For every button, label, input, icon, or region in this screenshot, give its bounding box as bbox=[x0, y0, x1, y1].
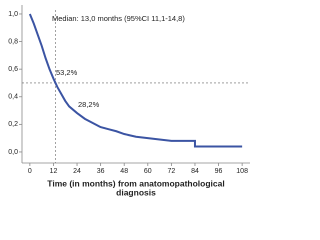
y-tick-label: 0,4 bbox=[8, 94, 18, 101]
x-axis-title: Time (in months) from anatomopathologica… bbox=[47, 178, 224, 188]
annotation: Median: 13,0 months (95%CI 11,1-14,8) bbox=[52, 14, 185, 23]
y-tick-label: 1,0 bbox=[8, 11, 18, 18]
y-tick-label: 0,6 bbox=[8, 66, 18, 73]
x-tick-label: 0 bbox=[28, 168, 32, 175]
annotation: 53,2% bbox=[56, 68, 78, 77]
y-tick-label: 0,0 bbox=[8, 149, 18, 156]
x-tick-label: 108 bbox=[236, 168, 248, 175]
x-tick-label: 60 bbox=[144, 168, 152, 175]
x-axis-title: diagnosis bbox=[116, 187, 156, 197]
x-tick-label: 12 bbox=[50, 168, 58, 175]
x-tick-label: 84 bbox=[191, 168, 199, 175]
y-tick-label: 0,8 bbox=[8, 38, 18, 45]
y-tick-label: 0,2 bbox=[8, 121, 18, 128]
annotation: 28,2% bbox=[78, 100, 100, 109]
x-tick-label: 48 bbox=[120, 168, 128, 175]
x-tick-label: 36 bbox=[97, 168, 105, 175]
x-tick-label: 72 bbox=[167, 168, 175, 175]
survival-curve bbox=[28, 13, 243, 148]
chart: Time (in months) from anatomopathologica… bbox=[8, 5, 250, 197]
x-tick-label: 24 bbox=[73, 168, 81, 175]
x-tick-label: 96 bbox=[215, 168, 223, 175]
